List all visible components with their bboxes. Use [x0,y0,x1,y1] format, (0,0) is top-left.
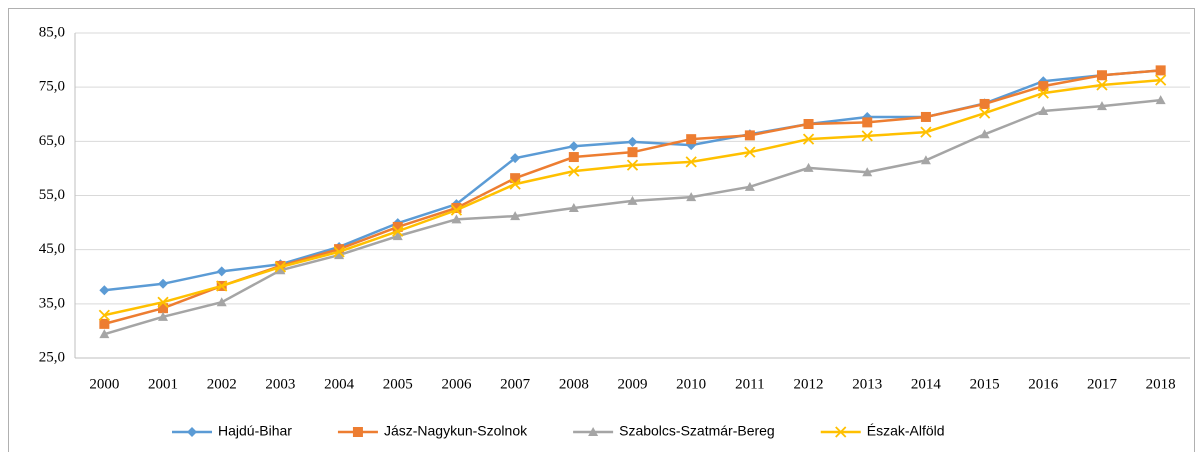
legend-marker [352,427,363,437]
point [1037,87,1049,99]
x-tick-label: 2006 [441,376,472,392]
y-tick-label: 85,0 [39,24,65,40]
point [1155,95,1166,105]
x-tick-label: 2005 [383,376,413,392]
legend-marker [588,427,599,436]
point [627,147,638,158]
point [1155,74,1167,86]
chart-frame [8,8,1195,452]
point [333,246,345,258]
point [392,221,403,232]
point [1155,65,1166,76]
x-tick-label: 2011 [735,376,764,392]
x-tick-label: 2003 [265,376,295,392]
point [1096,70,1107,81]
y-tick-label: 35,0 [39,295,65,311]
point [392,225,404,237]
legend-label: Hajdú-Bihar [218,423,292,439]
x-tick-label: 2004 [324,376,355,392]
x-tick-label: 2016 [1028,376,1059,392]
point [1096,79,1108,91]
point [1038,81,1049,92]
point [627,195,638,205]
y-tick-label: 75,0 [39,79,65,95]
point [920,126,932,138]
legend-label: Észak-Alföld [867,423,945,439]
point [216,266,227,277]
legend-marker [835,426,847,438]
x-tick-label: 2010 [676,376,706,392]
point [568,165,580,177]
point [685,156,697,168]
y-tick-label: 65,0 [39,133,65,149]
point [979,129,990,139]
point [510,153,521,164]
point [862,117,873,128]
point [510,173,521,184]
point [744,130,755,141]
point [803,162,814,172]
point [334,244,345,255]
point [686,192,697,202]
x-tick-label: 2014 [911,376,942,392]
point [1096,101,1107,111]
y-tick-label: 45,0 [39,241,65,257]
point [158,311,169,321]
x-tick-label: 2009 [618,376,648,392]
point [920,111,931,122]
point [450,204,463,216]
legend-marker [187,427,197,437]
x-tick-label: 2007 [500,376,531,392]
x-tick-label: 2012 [794,376,824,392]
legend-label: Szabolcs-Szatmár-Bereg [619,423,775,439]
x-tick-label: 2002 [207,376,237,392]
point [509,178,521,190]
x-tick-label: 2008 [559,376,589,392]
series-line [103,98,1161,336]
point [803,119,814,129]
point [451,214,462,224]
point [158,303,169,314]
point [802,133,815,145]
point [744,146,756,158]
point [568,202,579,212]
point [978,107,991,119]
point [686,134,697,145]
point [98,309,110,321]
point [99,318,110,329]
point [274,261,287,273]
point [158,278,169,289]
x-tick-label: 2017 [1087,376,1118,392]
x-tick-label: 2015 [970,376,1000,392]
x-tick-label: 2013 [852,376,882,392]
point [979,98,990,109]
point [568,152,579,163]
point [861,130,873,142]
point [275,265,286,275]
point [744,181,755,191]
point [626,159,639,171]
x-tick-label: 2000 [89,376,119,392]
x-tick-label: 2001 [148,376,178,392]
point [568,141,579,152]
point [99,329,110,339]
point [216,280,228,292]
point [451,202,462,213]
x-tick-label: 2018 [1146,376,1176,392]
y-tick-label: 55,0 [39,187,65,203]
point [1038,106,1049,115]
point [99,285,110,296]
y-tick-label: 25,0 [39,349,65,365]
point [157,296,169,308]
point [920,155,931,165]
point [862,167,873,177]
legend-label: Jász-Nagykun-Szolnok [384,423,528,439]
point [627,136,638,147]
point [392,231,403,241]
point [334,250,345,260]
point [510,211,521,221]
point [216,297,227,307]
series-line [104,69,1161,292]
